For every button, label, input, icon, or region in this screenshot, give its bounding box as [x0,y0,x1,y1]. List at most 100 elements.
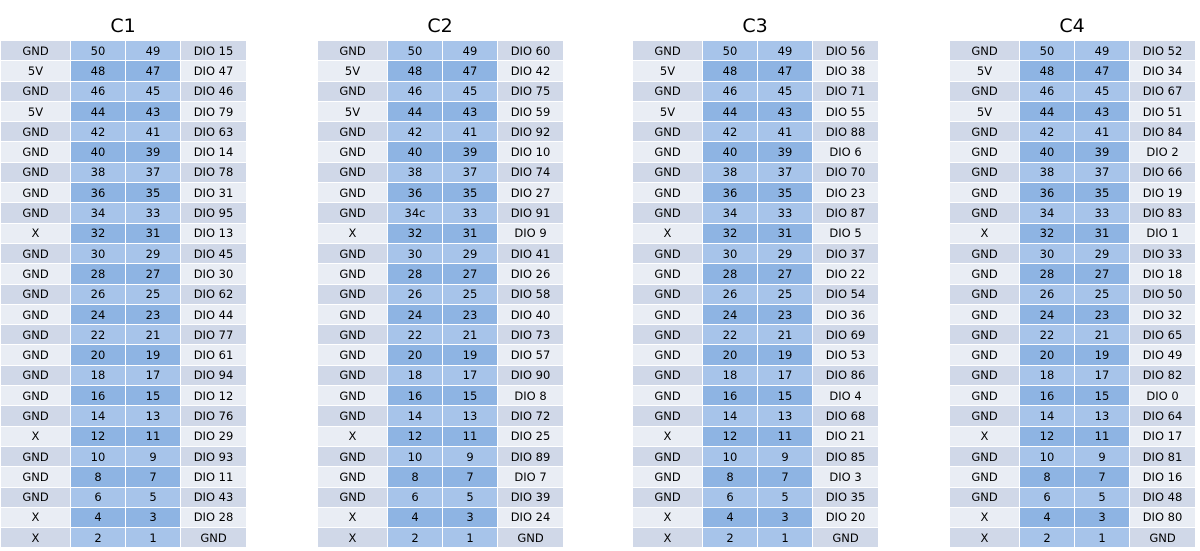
pin-signal: GND [632,263,703,285]
pin-signal: DIO 75 [497,80,564,102]
pin-signal: GND [949,303,1020,326]
pin-number: 29 [125,242,181,265]
pin-number: 25 [442,283,498,305]
pin-row: GND 38 37 DIO 74 [317,161,564,184]
pin-row: GND 20 19 DIO 61 [0,344,247,366]
pin-signal: DIO 20 [812,506,879,529]
pin-signal: DIO 55 [812,100,879,123]
pin-signal: DIO 67 [1129,80,1196,102]
pin-number: 19 [442,344,498,366]
pin-row: GND 14 13 DIO 72 [317,405,564,427]
pin-signal: X [0,527,71,549]
pin-signal: GND [0,80,71,102]
pin-number: 13 [1074,405,1130,427]
pin-signal: DIO 84 [1129,121,1196,143]
pin-signal: DIO 94 [180,364,247,387]
pin-signal: GND [632,445,703,468]
pin-number: 12 [1019,425,1075,447]
pin-number: 18 [70,364,126,387]
pin-signal: X [632,527,703,549]
pin-number: 14 [387,405,443,427]
pin-number: 34 [1019,202,1075,224]
pin-row: X 32 31 DIO 5 [632,222,879,244]
pin-number: 38 [1019,161,1075,184]
pin-number: 41 [1074,121,1130,143]
pin-signal: GND [0,202,71,224]
pin-number: 35 [125,182,181,204]
pin-signal: DIO 42 [497,60,564,82]
pin-number: 21 [125,324,181,346]
pin-number: 28 [387,263,443,285]
pin-number: 40 [702,141,758,163]
pin-signal: DIO 47 [180,60,247,82]
pin-signal: DIO 87 [812,202,879,224]
pin-number: 22 [387,324,443,346]
pin-signal: DIO 12 [180,385,247,407]
pin-number: 27 [442,263,498,285]
pin-row: GND 28 27 DIO 26 [317,263,564,285]
pin-signal: DIO 92 [497,121,564,143]
pin-signal: GND [317,80,388,102]
pin-signal: GND [949,242,1020,265]
pin-number: 50 [70,39,126,62]
pin-signal: GND [0,445,71,468]
pin-number: 16 [1019,385,1075,407]
pin-signal: DIO 57 [497,344,564,366]
pin-number: 33 [1074,202,1130,224]
pin-row: GND 42 41 DIO 88 [632,121,879,143]
pin-row: GND 10 9 DIO 81 [949,445,1196,468]
pin-number: 18 [702,364,758,387]
pin-signal: GND [949,80,1020,102]
pin-row: 5V 44 43 DIO 59 [317,100,564,123]
pin-signal: GND [1129,527,1196,549]
pin-row: GND 22 21 DIO 65 [949,324,1196,346]
pin-row: GND 50 49 DIO 56 [632,39,879,62]
pin-number: 47 [1074,60,1130,82]
pin-signal: DIO 31 [180,182,247,204]
pin-number: 45 [442,80,498,102]
pin-number: 12 [387,425,443,447]
pin-signal: GND [317,486,388,508]
pin-number: 40 [1019,141,1075,163]
pin-number: 44 [70,100,126,123]
pin-number: 7 [757,466,813,488]
pin-signal: X [0,425,71,447]
pin-row: GND 16 15 DIO 12 [0,385,247,407]
pin-row: GND 36 35 DIO 31 [0,182,247,204]
pin-number: 50 [702,39,758,62]
pin-number: 22 [1019,324,1075,346]
pin-number: 11 [1074,425,1130,447]
pin-signal: X [949,222,1020,244]
pin-signal: DIO 48 [1129,486,1196,508]
pin-row: GND 18 17 DIO 86 [632,364,879,387]
pin-signal: DIO 39 [497,486,564,508]
pin-row: GND 10 9 DIO 93 [0,445,247,468]
pin-number: 35 [1074,182,1130,204]
pin-signal: X [317,222,388,244]
pin-number: 15 [757,385,813,407]
pin-signal: GND [812,527,879,549]
pin-signal: DIO 23 [812,182,879,204]
pin-number: 9 [125,445,181,468]
pin-number: 25 [757,283,813,305]
pin-signal: 5V [949,100,1020,123]
pin-number: 32 [387,222,443,244]
pin-signal: X [632,506,703,529]
pin-number: 30 [387,242,443,265]
pin-number: 41 [757,121,813,143]
pin-number: 10 [387,445,443,468]
pin-number: 21 [757,324,813,346]
pin-row: GND 38 37 DIO 66 [949,161,1196,184]
pin-number: 7 [1074,466,1130,488]
pin-signal: GND [317,344,388,366]
pin-number: 39 [125,141,181,163]
pin-row: GND 14 13 DIO 68 [632,405,879,427]
pin-number: 39 [1074,141,1130,163]
pin-row: GND 30 29 DIO 33 [949,242,1196,265]
pin-signal: DIO 77 [180,324,247,346]
pin-signal: DIO 56 [812,39,879,62]
pin-signal: GND [949,202,1020,224]
pin-number: 31 [757,222,813,244]
pin-signal: GND [632,303,703,326]
pin-row: GND 30 29 DIO 37 [632,242,879,265]
